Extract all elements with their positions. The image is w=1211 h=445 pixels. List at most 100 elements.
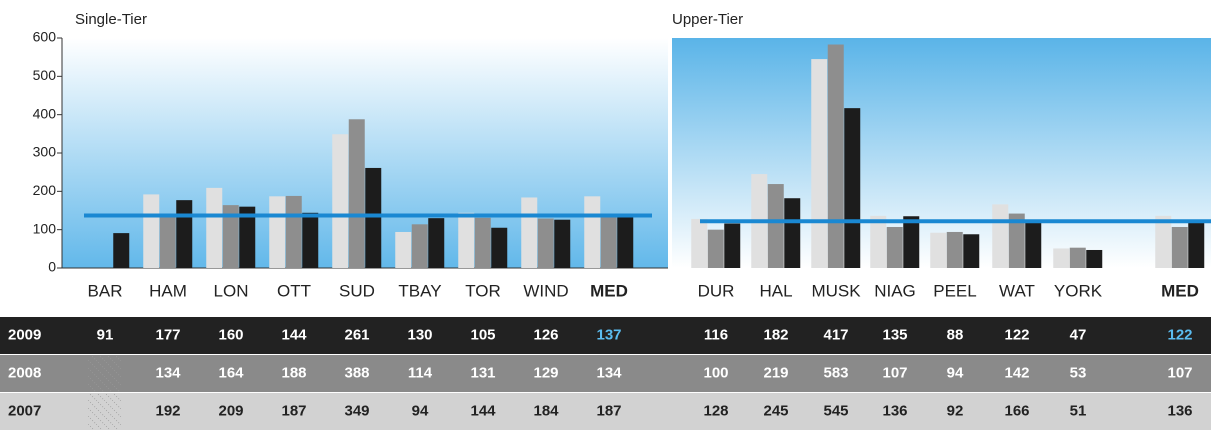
x-tick-label: MUSK	[811, 281, 861, 300]
table-cell: 122	[1004, 326, 1029, 343]
y-tick-label: 400	[33, 105, 57, 121]
bar	[428, 218, 445, 268]
table-cell: 182	[763, 326, 788, 343]
bar	[348, 119, 365, 269]
table-cell: 177	[155, 326, 180, 343]
table-cell: 188	[281, 364, 306, 381]
x-tick-label: OTT	[277, 281, 311, 300]
y-tick-label: 300	[33, 144, 57, 160]
bar	[554, 219, 571, 268]
bar	[617, 215, 634, 268]
bar	[707, 229, 724, 268]
table-cell: 144	[470, 402, 496, 419]
bar	[827, 44, 844, 269]
table-cell: 107	[882, 364, 907, 381]
bar	[946, 231, 963, 268]
y-tick-label: 0	[48, 259, 56, 275]
table-row-bg	[0, 355, 1211, 392]
x-tick-label: HAM	[149, 281, 187, 300]
bar	[724, 223, 741, 268]
table-cell: 134	[596, 364, 622, 381]
table-cell: 134	[155, 364, 181, 381]
bar	[302, 212, 319, 268]
bar	[113, 233, 130, 268]
row-label: 2008	[8, 364, 41, 381]
table-cell: 129	[533, 364, 558, 381]
table-cell: 142	[1004, 364, 1029, 381]
table-cell: 122	[1167, 326, 1192, 343]
table-cell: 88	[947, 326, 964, 343]
table-cell: 184	[533, 402, 559, 419]
x-tick-label: TOR	[465, 281, 501, 300]
bar	[143, 194, 160, 268]
bar	[1025, 221, 1042, 268]
panel-title: Upper-Tier	[672, 11, 743, 28]
bar	[1086, 249, 1103, 268]
table-cell: 187	[596, 402, 621, 419]
x-tick-label: MED	[590, 281, 628, 300]
table-cell: 47	[1070, 326, 1087, 343]
y-tick-label: 500	[33, 67, 57, 83]
bar	[285, 195, 302, 268]
bar	[458, 212, 475, 268]
x-tick-label: PEEL	[933, 281, 976, 300]
table-row-bg	[0, 317, 1211, 354]
bar	[1155, 215, 1172, 268]
bar	[1008, 213, 1025, 268]
table-cell: 135	[882, 326, 907, 343]
table-cell: 114	[408, 364, 433, 381]
x-tick-label: HAL	[759, 281, 792, 300]
table-cell: 261	[344, 326, 369, 343]
table-cell: 187	[281, 402, 306, 419]
bar	[844, 108, 861, 269]
table-cell: 131	[470, 364, 495, 381]
empty-cell	[88, 355, 122, 392]
x-tick-label: DUR	[698, 281, 735, 300]
x-tick-label: SUD	[339, 281, 375, 300]
table-cell: 107	[1167, 364, 1192, 381]
table-cell: 136	[882, 402, 907, 419]
table-cell: 209	[218, 402, 243, 419]
x-tick-label: WAT	[999, 281, 1035, 300]
table-cell: 583	[823, 364, 848, 381]
bar	[767, 184, 784, 268]
bar	[537, 218, 554, 268]
table-cell: 92	[947, 402, 964, 419]
table-cell: 94	[947, 364, 964, 381]
row-label: 2007	[8, 402, 41, 419]
table-cell: 91	[97, 326, 114, 343]
x-tick-label: WIND	[523, 281, 568, 300]
bar	[963, 234, 980, 268]
table-cell: 349	[344, 402, 369, 419]
x-tick-label: BAR	[88, 281, 123, 300]
table-cell: 136	[1167, 402, 1192, 419]
table-cell: 51	[1070, 402, 1087, 419]
bar	[332, 134, 349, 268]
bar	[521, 197, 538, 268]
x-tick-label: MED	[1161, 281, 1199, 300]
table-cell: 417	[823, 326, 848, 343]
bar	[1069, 247, 1086, 268]
x-tick-label: NIAG	[874, 281, 916, 300]
table-cell: 53	[1070, 364, 1087, 381]
bar	[206, 187, 223, 268]
table-cell: 130	[407, 326, 432, 343]
bar	[811, 59, 828, 269]
table-cell: 219	[763, 364, 788, 381]
table-cell: 144	[281, 326, 307, 343]
table-cell: 192	[155, 402, 180, 419]
bar	[886, 226, 903, 268]
bar	[491, 227, 508, 268]
bar	[1188, 221, 1205, 268]
bar	[411, 224, 428, 268]
table-cell: 164	[218, 364, 244, 381]
table-cell: 137	[596, 326, 621, 343]
table-cell: 160	[218, 326, 243, 343]
bar	[992, 204, 1009, 268]
bar	[269, 196, 286, 268]
table-cell: 116	[704, 326, 728, 343]
bar	[474, 217, 491, 268]
bar	[691, 218, 708, 268]
bar	[1053, 248, 1070, 268]
